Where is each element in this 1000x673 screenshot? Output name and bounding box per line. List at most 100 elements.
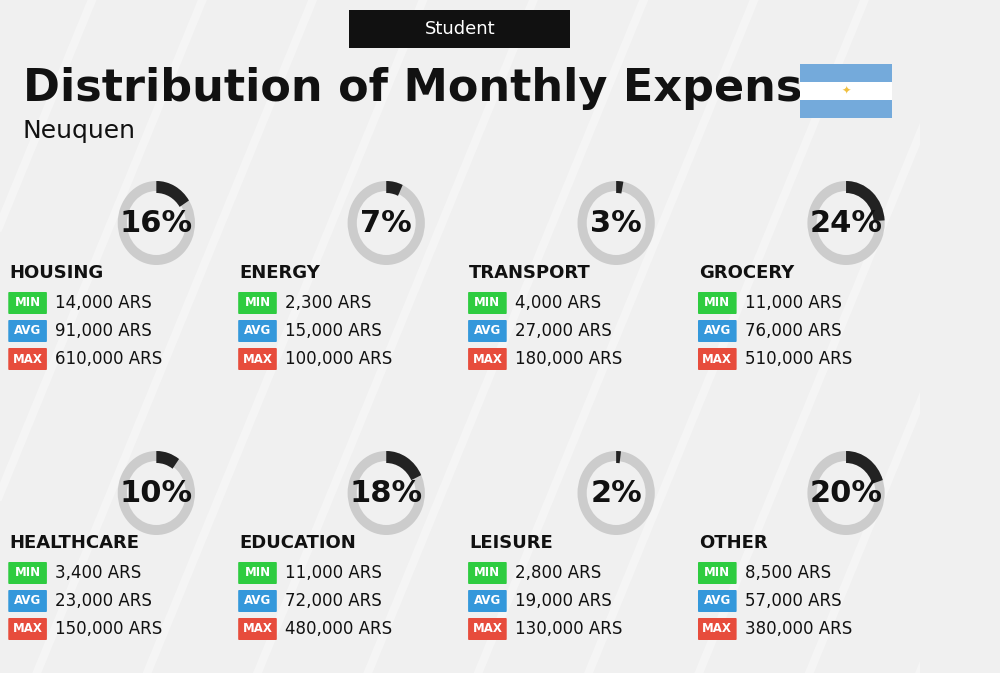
Text: 480,000 ARS: 480,000 ARS <box>285 620 392 638</box>
Wedge shape <box>348 451 425 535</box>
Text: 8,500 ARS: 8,500 ARS <box>745 564 831 582</box>
Text: HOUSING: HOUSING <box>9 264 103 282</box>
Text: 2,300 ARS: 2,300 ARS <box>285 294 371 312</box>
Wedge shape <box>616 451 621 463</box>
Text: Distribution of Monthly Expenses: Distribution of Monthly Expenses <box>23 67 859 110</box>
Text: 91,000 ARS: 91,000 ARS <box>55 322 152 340</box>
Text: 23,000 ARS: 23,000 ARS <box>55 592 152 610</box>
Text: 2,800 ARS: 2,800 ARS <box>515 564 601 582</box>
Text: MAX: MAX <box>13 623 43 635</box>
Text: 10%: 10% <box>120 479 193 507</box>
Text: 2%: 2% <box>590 479 642 507</box>
FancyBboxPatch shape <box>8 320 47 342</box>
Text: Student: Student <box>424 20 495 38</box>
Text: MIN: MIN <box>15 297 41 310</box>
FancyBboxPatch shape <box>468 320 507 342</box>
FancyBboxPatch shape <box>468 562 507 584</box>
Text: 150,000 ARS: 150,000 ARS <box>55 620 162 638</box>
FancyBboxPatch shape <box>8 590 47 612</box>
Text: MIN: MIN <box>704 297 730 310</box>
Text: TRANSPORT: TRANSPORT <box>469 264 591 282</box>
Text: 100,000 ARS: 100,000 ARS <box>285 350 392 368</box>
Wedge shape <box>386 181 403 196</box>
FancyBboxPatch shape <box>8 292 47 314</box>
FancyBboxPatch shape <box>468 590 507 612</box>
Text: 15,000 ARS: 15,000 ARS <box>285 322 382 340</box>
FancyBboxPatch shape <box>238 562 277 584</box>
Text: EDUCATION: EDUCATION <box>239 534 356 552</box>
Wedge shape <box>807 181 885 265</box>
Wedge shape <box>118 181 195 265</box>
Text: MIN: MIN <box>704 567 730 579</box>
Wedge shape <box>578 451 655 535</box>
Text: MIN: MIN <box>474 567 500 579</box>
Text: 20%: 20% <box>810 479 883 507</box>
Wedge shape <box>846 181 885 221</box>
FancyBboxPatch shape <box>698 590 737 612</box>
Text: 76,000 ARS: 76,000 ARS <box>745 322 842 340</box>
FancyBboxPatch shape <box>698 562 737 584</box>
Text: AVG: AVG <box>14 594 41 608</box>
FancyBboxPatch shape <box>8 562 47 584</box>
Text: MIN: MIN <box>15 567 41 579</box>
Text: 4,000 ARS: 4,000 ARS <box>515 294 601 312</box>
FancyBboxPatch shape <box>238 320 277 342</box>
Text: 24%: 24% <box>810 209 883 238</box>
FancyBboxPatch shape <box>800 64 892 82</box>
Text: MIN: MIN <box>244 297 271 310</box>
FancyBboxPatch shape <box>698 292 737 314</box>
Text: 27,000 ARS: 27,000 ARS <box>515 322 612 340</box>
Text: Neuquen: Neuquen <box>23 119 136 143</box>
Wedge shape <box>156 451 179 468</box>
Text: 180,000 ARS: 180,000 ARS <box>515 350 622 368</box>
Text: ✦: ✦ <box>841 86 851 96</box>
FancyBboxPatch shape <box>800 82 892 100</box>
Text: 57,000 ARS: 57,000 ARS <box>745 592 842 610</box>
Text: GROCERY: GROCERY <box>699 264 794 282</box>
Text: MAX: MAX <box>702 623 732 635</box>
FancyBboxPatch shape <box>8 618 47 640</box>
Text: 18%: 18% <box>350 479 423 507</box>
Text: MAX: MAX <box>472 623 502 635</box>
FancyBboxPatch shape <box>238 590 277 612</box>
Text: AVG: AVG <box>14 324 41 337</box>
Text: MAX: MAX <box>472 353 502 365</box>
Text: 610,000 ARS: 610,000 ARS <box>55 350 162 368</box>
Text: LEISURE: LEISURE <box>469 534 553 552</box>
FancyBboxPatch shape <box>468 292 507 314</box>
FancyBboxPatch shape <box>238 348 277 370</box>
Text: 72,000 ARS: 72,000 ARS <box>285 592 382 610</box>
Wedge shape <box>846 451 883 484</box>
Text: 510,000 ARS: 510,000 ARS <box>745 350 852 368</box>
Text: AVG: AVG <box>704 324 731 337</box>
Text: OTHER: OTHER <box>699 534 768 552</box>
Text: 3,400 ARS: 3,400 ARS <box>55 564 141 582</box>
FancyBboxPatch shape <box>8 348 47 370</box>
Text: AVG: AVG <box>244 594 271 608</box>
Text: 11,000 ARS: 11,000 ARS <box>745 294 842 312</box>
Text: 130,000 ARS: 130,000 ARS <box>515 620 622 638</box>
Text: MAX: MAX <box>243 623 272 635</box>
FancyBboxPatch shape <box>238 292 277 314</box>
Wedge shape <box>578 181 655 265</box>
FancyBboxPatch shape <box>698 618 737 640</box>
Text: 380,000 ARS: 380,000 ARS <box>745 620 852 638</box>
Wedge shape <box>807 451 885 535</box>
Text: 14,000 ARS: 14,000 ARS <box>55 294 152 312</box>
Text: 7%: 7% <box>360 209 412 238</box>
FancyBboxPatch shape <box>698 348 737 370</box>
FancyBboxPatch shape <box>238 618 277 640</box>
Text: AVG: AVG <box>704 594 731 608</box>
FancyBboxPatch shape <box>468 348 507 370</box>
Text: AVG: AVG <box>474 594 501 608</box>
Text: ENERGY: ENERGY <box>239 264 320 282</box>
Wedge shape <box>616 181 623 194</box>
Text: 16%: 16% <box>120 209 193 238</box>
Text: MIN: MIN <box>244 567 271 579</box>
Text: MAX: MAX <box>13 353 43 365</box>
Text: MAX: MAX <box>702 353 732 365</box>
Wedge shape <box>118 451 195 535</box>
FancyBboxPatch shape <box>468 618 507 640</box>
Text: 3%: 3% <box>590 209 642 238</box>
Wedge shape <box>386 451 421 481</box>
